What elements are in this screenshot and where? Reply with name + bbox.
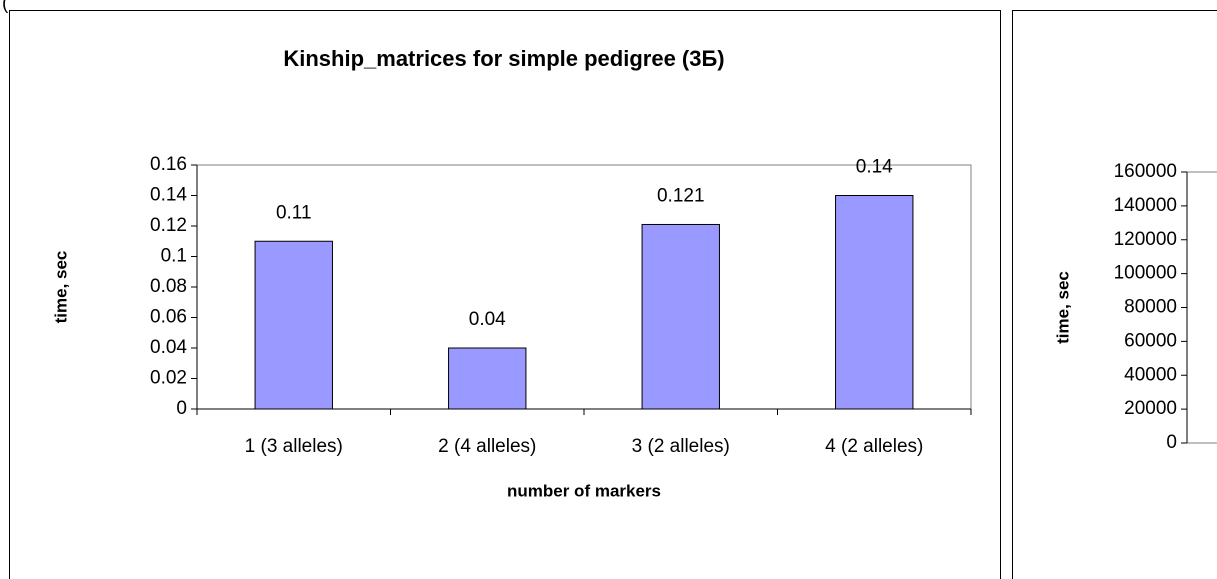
y-tick-label: 0.02 <box>150 368 187 389</box>
y-tick-label: 60000 <box>1124 330 1177 351</box>
y-axis-title: time, sec <box>1053 271 1072 344</box>
y-tick-label: 0.14 <box>150 185 187 206</box>
y-tick-label: 0.12 <box>150 215 187 236</box>
y-tick-label: 40000 <box>1124 364 1177 385</box>
y-tick-label: 80000 <box>1124 297 1177 318</box>
chart-frame <box>1012 10 1217 579</box>
y-tick-label: 0 <box>1166 432 1177 453</box>
y-tick-label: 100000 <box>1114 263 1177 284</box>
y-axis-title: time, sec <box>51 251 70 324</box>
bar <box>641 223 720 410</box>
bar <box>254 240 333 410</box>
x-tick-label: 1 (3 alleles) <box>245 436 343 457</box>
bar <box>835 195 914 410</box>
y-tick-label: 120000 <box>1114 229 1177 250</box>
data-label: 0.11 <box>276 202 312 223</box>
bar <box>448 347 527 410</box>
y-tick-label: 0.04 <box>150 337 187 358</box>
data-label: 0.121 <box>657 185 705 206</box>
y-tick-label: 0.08 <box>150 276 187 297</box>
x-tick-label: 3 (2 alleles) <box>632 436 730 457</box>
data-label: 0.04 <box>469 309 506 330</box>
y-tick-label: 0.16 <box>150 154 187 175</box>
data-label: 0.14 <box>856 157 893 178</box>
y-tick-label: 0 <box>176 398 187 419</box>
y-tick-label: 140000 <box>1114 195 1177 216</box>
y-tick-label: 0.06 <box>150 307 187 328</box>
chart-title: Kinship_matrices for simple pedigree (3Б… <box>283 46 724 71</box>
x-tick-label: 2 (4 alleles) <box>438 436 536 457</box>
y-tick-label: 20000 <box>1124 398 1177 419</box>
y-tick-label: 0.1 <box>161 246 187 267</box>
x-tick-label: 4 (2 alleles) <box>825 436 923 457</box>
x-axis-title: number of markers <box>507 481 661 500</box>
y-tick-label: 160000 <box>1114 161 1177 182</box>
plot-area <box>1186 171 1217 444</box>
page-fragment: ( <box>2 0 9 14</box>
